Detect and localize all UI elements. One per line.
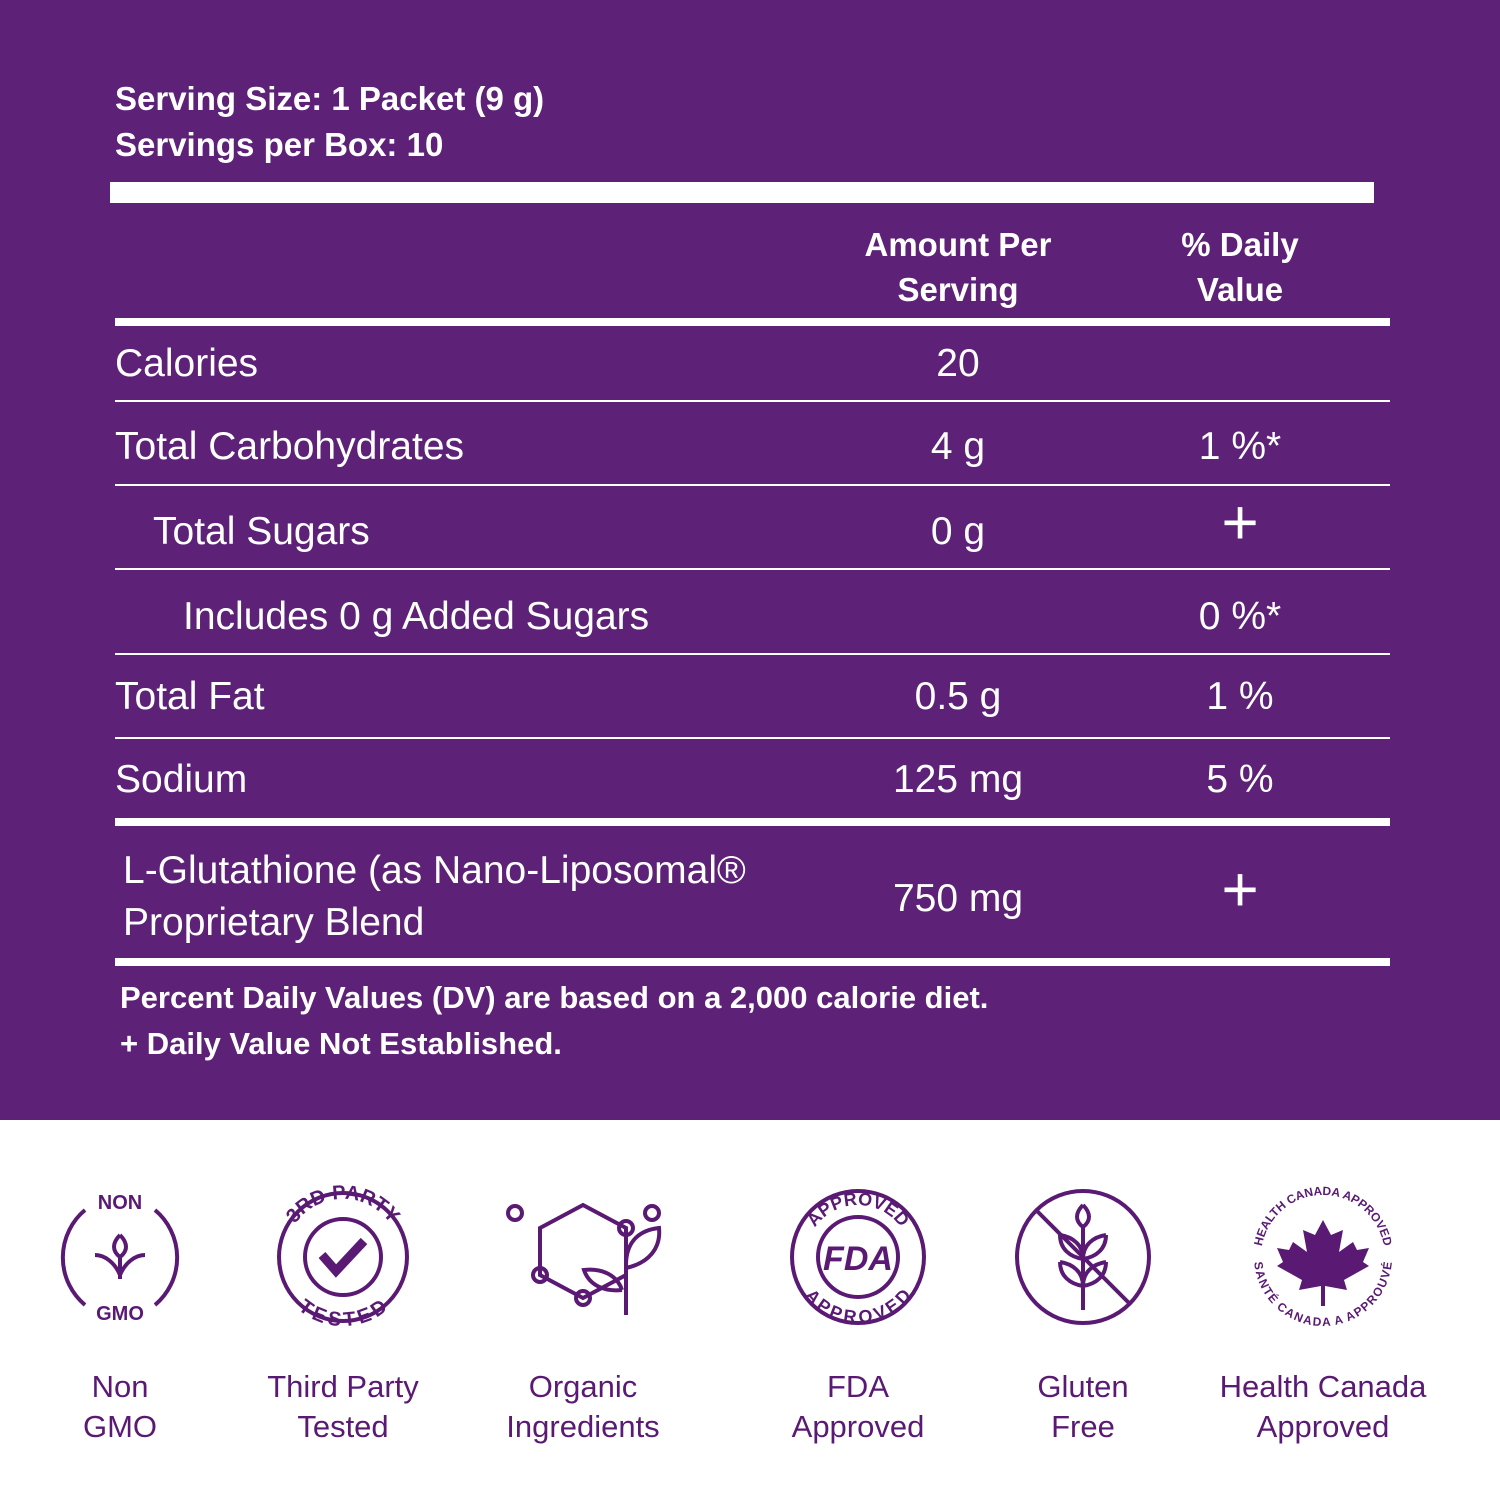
badge-label: Organic [528, 1369, 638, 1404]
icon-text: APPROVED [803, 1189, 914, 1230]
icon-text: FDA [823, 1240, 893, 1278]
icon-text: 3RD PARTY [282, 1182, 404, 1228]
serving-size: Serving Size: 1 Packet (9 g) [115, 80, 545, 117]
badge-label: GMO [82, 1409, 158, 1444]
rule [115, 318, 1390, 326]
daily-value: 5 % [1206, 758, 1274, 801]
nutrient-label: Calories [115, 342, 259, 385]
footnote: + Daily Value Not Established. [120, 1026, 562, 1061]
badge-label: Approved [791, 1409, 925, 1444]
nutrient-label: Includes 0 g Added Sugars [183, 595, 650, 638]
nutrient-label: Total Carbohydrates [115, 425, 465, 468]
amount: 0.5 g [914, 675, 1002, 718]
rule [115, 737, 1390, 739]
nutrition-panel: Serving Size: 1 Packet (9 g) Servings pe… [0, 0, 1500, 1120]
icon-text: HEALTH CANADA APPROVED [1251, 1184, 1395, 1248]
badge-label: Third Party [267, 1369, 419, 1404]
fda-icon: FDA APPROVED APPROVED [790, 1189, 926, 1327]
non-gmo-icon: NON GMO [60, 1192, 180, 1325]
badge-label: Free [1051, 1409, 1115, 1444]
column-header: % Daily Value [1181, 226, 1299, 308]
footnote: Percent Daily Values (DV) are based on a… [120, 980, 989, 1015]
nutrient-label: Total Fat [115, 675, 265, 718]
svg-text:TESTED: TESTED [294, 1295, 391, 1331]
badge-label: Health Canada [1219, 1369, 1427, 1404]
health-canada-icon: HEALTH CANADA APPROVED SANTÉ CANADA A AP… [1251, 1184, 1395, 1329]
badge-label: Ingredients [506, 1409, 660, 1444]
svg-text:SANTÉ CANADA A APPROUVÉ: SANTÉ CANADA A APPROUVÉ [1251, 1261, 1395, 1329]
nutrient-label: L-Glutathione (as Nano-Liposomal® Propri… [123, 849, 746, 944]
amount: 0 g [930, 510, 986, 553]
rule [115, 958, 1390, 966]
rule [115, 400, 1390, 402]
daily-value: + [1221, 486, 1259, 558]
rule [110, 182, 1374, 203]
amount: 750 mg [892, 877, 1024, 920]
icon-text: APPROVED [801, 1285, 915, 1327]
badge-label: Non [91, 1369, 149, 1404]
svg-text:APPROVED: APPROVED [801, 1285, 915, 1327]
amount: 125 mg [892, 758, 1024, 801]
rule [115, 653, 1390, 655]
third-party-icon: 3RD PARTY TESTED [277, 1182, 409, 1331]
organic-icon [506, 1202, 662, 1315]
badge-label: Gluten [1037, 1369, 1129, 1404]
amount: 4 g [930, 425, 986, 468]
rule [115, 818, 1390, 826]
servings-per-box: Servings per Box: 10 [115, 126, 444, 163]
column-header: Amount Per Serving [864, 226, 1052, 308]
daily-value: 1 %* [1198, 425, 1282, 468]
badge-label: FDA [827, 1369, 889, 1404]
badge-label: Approved [1256, 1409, 1390, 1444]
svg-text:APPROVED: APPROVED [803, 1189, 914, 1230]
daily-value: 0 %* [1198, 595, 1282, 638]
icon-text: NON [98, 1192, 142, 1214]
badge-label: Tested [297, 1409, 389, 1444]
nutrient-label: Total Sugars [153, 510, 370, 553]
gluten-free-icon [1015, 1189, 1151, 1325]
icon-text: TESTED [294, 1295, 391, 1331]
nutrient-label: Sodium [115, 758, 248, 801]
icon-text: SANTÉ CANADA A APPROUVÉ [1251, 1261, 1395, 1329]
daily-value: 1 % [1206, 675, 1274, 718]
rule [115, 568, 1390, 570]
amount: 20 [936, 342, 980, 385]
rule [115, 484, 1390, 486]
daily-value: + [1221, 853, 1259, 925]
icon-text: GMO [96, 1303, 144, 1325]
svg-text:HEALTH CANADA APPROVED: HEALTH CANADA APPROVED [1251, 1184, 1395, 1248]
svg-text:3RD PARTY: 3RD PARTY [282, 1182, 404, 1228]
